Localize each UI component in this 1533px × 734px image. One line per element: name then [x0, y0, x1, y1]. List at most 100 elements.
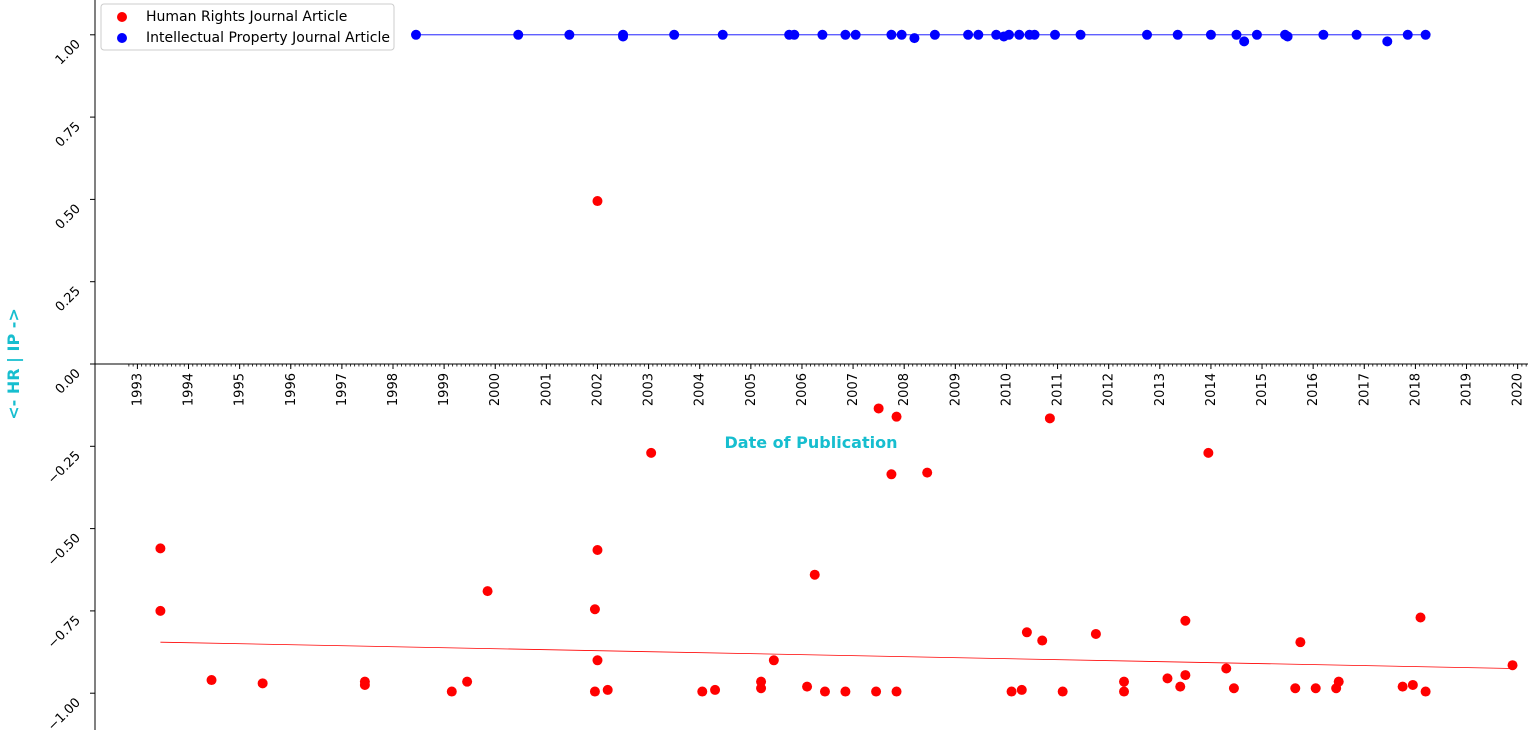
data-point — [1282, 31, 1293, 42]
x-tick-label: 2009 — [948, 373, 963, 406]
x-tick-label: 2010 — [999, 373, 1014, 406]
x-tick-label: 1994 — [182, 373, 197, 406]
data-point — [710, 684, 721, 695]
data-point — [789, 29, 800, 40]
data-point — [697, 686, 708, 697]
data-point — [564, 29, 575, 40]
data-point — [1119, 686, 1130, 697]
data-point — [1205, 29, 1216, 40]
data-point — [891, 411, 902, 422]
data-point — [1057, 686, 1068, 697]
y-tick-label: 1.00 — [53, 37, 84, 68]
data-point — [592, 196, 603, 207]
x-tick-label: 1995 — [233, 373, 248, 406]
data-point — [602, 684, 613, 695]
data-point — [896, 29, 907, 40]
data-point — [922, 467, 933, 478]
data-point — [589, 686, 600, 697]
data-point — [411, 29, 422, 40]
data-point — [768, 655, 779, 666]
data-point — [1407, 679, 1418, 690]
data-point — [717, 29, 728, 40]
data-point — [886, 29, 897, 40]
x-tick-label: 1996 — [284, 373, 299, 406]
x-tick-label: 2006 — [795, 373, 810, 406]
data-point — [802, 681, 813, 692]
data-point — [891, 686, 902, 697]
data-point — [1333, 676, 1344, 687]
y-tick-label: 0.50 — [53, 202, 84, 233]
data-point — [1003, 29, 1014, 40]
data-point — [909, 33, 920, 44]
data-point — [257, 678, 268, 689]
data-point — [973, 29, 984, 40]
data-point — [1415, 612, 1426, 623]
legend-marker — [117, 33, 127, 43]
data-point — [1037, 635, 1048, 646]
data-point — [929, 29, 940, 40]
legend: Human Rights Journal Article Intellectual… — [100, 3, 395, 51]
data-point — [446, 686, 457, 697]
y-tick-label: −0.25 — [45, 449, 84, 488]
x-tick-label: 2012 — [1102, 373, 1117, 406]
data-point — [991, 29, 1002, 40]
data-point — [1203, 447, 1214, 458]
data-point — [817, 29, 828, 40]
data-point — [1021, 627, 1032, 638]
data-point — [1290, 683, 1301, 694]
legend-box — [100, 3, 395, 51]
x-tick-label: 1997 — [335, 373, 350, 406]
legend-label: Intellectual Property Journal Article — [146, 30, 390, 46]
data-point — [482, 586, 493, 597]
trend-lines — [160, 34, 1513, 669]
data-point — [589, 604, 600, 615]
data-point — [1228, 683, 1239, 694]
x-tick-label: 2016 — [1306, 373, 1321, 406]
data-point — [871, 686, 882, 697]
data-point — [155, 543, 166, 554]
x-tick-label: 2011 — [1051, 373, 1066, 406]
trend-line — [160, 641, 1513, 669]
x-tick-label: 2018 — [1408, 373, 1423, 406]
axes-spines — [94, 0, 1528, 730]
x-tick-label: 2014 — [1204, 373, 1219, 406]
data-point — [1050, 29, 1061, 40]
data-point — [1420, 686, 1431, 697]
x-tick-label: 2002 — [590, 373, 605, 406]
data-point — [513, 29, 524, 40]
x-tick-label: 2001 — [539, 373, 554, 406]
data-point — [1507, 660, 1518, 671]
x-tick-label: 2000 — [488, 373, 503, 406]
y-tick-label: −0.50 — [45, 531, 84, 570]
x-tick-label: 1999 — [437, 373, 452, 406]
data-point — [1351, 29, 1362, 40]
data-point — [1119, 676, 1130, 687]
x-tick-label: 2019 — [1460, 373, 1475, 406]
data-point — [1318, 29, 1329, 40]
data-point — [669, 29, 680, 40]
data-point — [1172, 29, 1183, 40]
x-tick-label: 2007 — [846, 373, 861, 406]
data-point — [155, 605, 166, 616]
y-tick-label: 0.25 — [53, 284, 84, 315]
data-point — [756, 683, 767, 694]
x-tick-label: 1993 — [130, 373, 145, 406]
data-point — [1397, 681, 1408, 692]
data-point — [1175, 681, 1186, 692]
data-point — [873, 403, 884, 414]
x-tick-label: 1998 — [386, 373, 401, 406]
data-point — [592, 544, 603, 555]
data-point — [1090, 628, 1101, 639]
series-human-rights — [155, 196, 1518, 697]
data-point — [206, 675, 217, 686]
data-point — [1142, 29, 1153, 40]
y-axis-ticks: 1.00 0.75 0.50 0.25 0.00 −0.25 −0.50 −0.75 −1.00 — [45, 34, 95, 734]
data-point — [819, 686, 830, 697]
data-point — [1295, 637, 1306, 648]
x-tick-label: 2003 — [642, 373, 657, 406]
data-point — [1029, 29, 1040, 40]
x-axis-label: Date of Publication — [724, 433, 897, 452]
data-point — [1016, 684, 1027, 695]
x-tick-label: 2005 — [744, 373, 759, 406]
data-point — [1382, 36, 1393, 47]
